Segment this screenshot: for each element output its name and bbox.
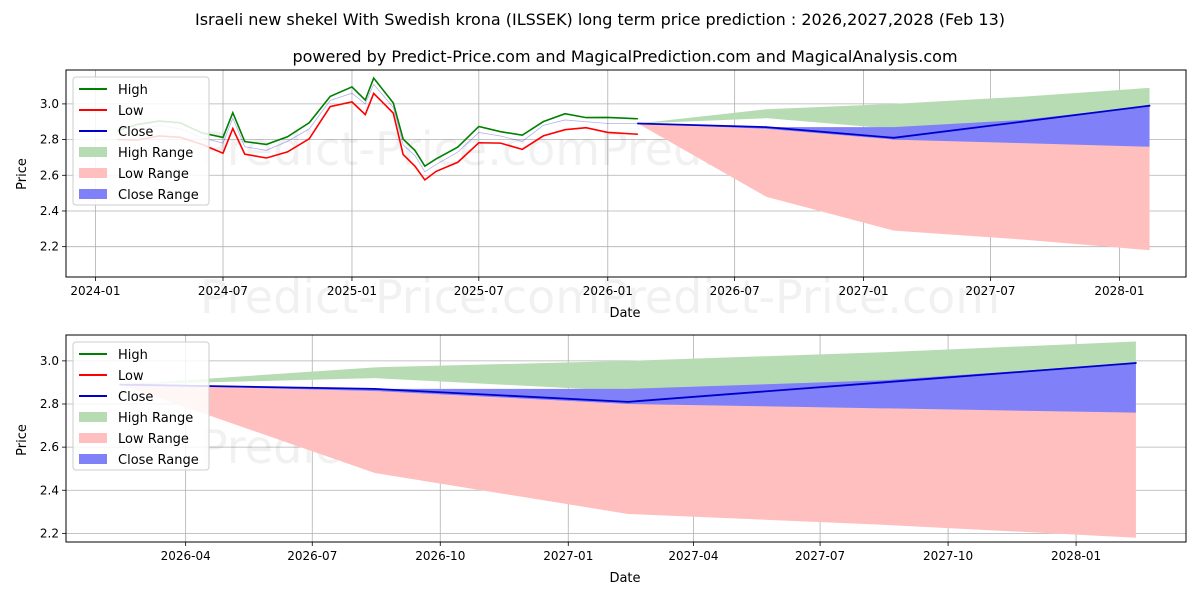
legend-label-high: High [118,83,148,98]
legend-swatch-low-range [79,168,107,178]
x-tick-label: 2026-10 [415,549,465,563]
legend-label-close-range: Close Range [118,188,199,203]
high-line [116,76,638,168]
x-tick-label: 2028-01 [1094,284,1144,298]
top-legend: High Low Close High Range Low Range Close Ran… [72,76,210,206]
legend-label-low: Low [118,369,144,384]
legend-label-low-range: Low Range [118,432,189,447]
legend-swatch-high-range [79,147,107,157]
legend-label-low-range: Low Range [118,167,189,182]
x-tick-label: 2026-04 [161,549,211,563]
forecast-close-point [1148,104,1151,107]
forecast-close-point [1135,362,1137,364]
high-range-band [120,341,1136,392]
legend-swatch-close-range [79,189,107,199]
y-tick-label: 2.2 [40,526,59,540]
watermark-left: Predict-Price.com [200,122,600,176]
x-tick-label: 2025-07 [454,284,504,298]
forecast-close-point [373,388,376,390]
x-tick-label: 2025-01 [327,284,377,298]
bottom-x-axis-label: Date [609,571,640,586]
forecast-close-point [881,381,884,384]
y-tick-label: 2.6 [40,440,59,454]
x-tick-label: 2027-01 [839,284,889,298]
x-tick-label: 2028-01 [1051,549,1101,563]
x-tick-label: 2027-01 [543,549,593,563]
close-range-band [120,363,1136,413]
y-tick-label: 3.0 [40,354,59,368]
forecast-close-point [892,136,895,139]
bottom-legend: High Low Close High Range Low Range Close Ran… [72,341,210,471]
high-range-band [637,87,1150,129]
legend-label-close: Close [118,125,153,140]
historical-close-line [117,83,638,173]
low-line [117,91,638,182]
bottom-y-axis-label: Price [15,424,30,456]
x-tick-label: 2027-04 [668,549,718,563]
x-tick-label: 2027-10 [923,549,973,563]
top-plot-frame [65,69,1187,278]
chart-title: Israeli new shekel With Swedish krona (I… [195,10,1005,29]
watermark-lower-right: Predict-Price.com [600,270,1000,324]
y-tick-label: 2.2 [40,240,59,254]
forecast-close-point [1021,120,1023,123]
top-plot-panel: Predict-Price.com Predict-Price.com Pred… [15,69,1187,324]
low-range-band [120,384,1136,538]
x-tick-label: 2026-07 [710,284,760,298]
legend-swatch-close-range [79,454,107,464]
legend-label-high-range: High Range [118,411,193,426]
forecast-close-point [637,122,639,125]
low-range-band [637,123,1150,251]
x-tick-label: 2026-01 [583,284,633,298]
y-tick-label: 2.8 [40,397,59,411]
x-tick-label: 2024-01 [70,284,120,298]
top-y-axis-label: Price [15,158,30,190]
x-tick-label: 2024-07 [198,284,248,298]
y-tick-label: 2.4 [40,483,59,497]
legend-label-low: Low [118,104,144,119]
legend-label-high: High [118,348,148,363]
legend-label-high-range: High Range [118,146,193,161]
x-tick-label: 2026-07 [287,549,337,563]
watermark-lower-left: Predict-Price.com [200,270,600,324]
bottom-plot-panel: Predict-Price.com Predict-Price.com 2026… [15,334,1187,586]
forecast-close-point [765,126,768,129]
y-tick-label: 2.4 [40,204,59,218]
legend-swatch-low-range [79,433,107,443]
legend-label-close-range: Close Range [118,453,199,468]
legend-label-close: Close [118,390,153,405]
close-range-band [637,105,1150,147]
x-tick-label: 2027-07 [965,284,1015,298]
x-tick-label: 2027-07 [795,549,845,563]
y-tick-label: 3.0 [40,97,59,111]
top-x-axis-label: Date [609,306,640,321]
chart-subtitle: powered by Predict-Price.com and Magical… [292,47,957,66]
bottom-plot-frame [65,334,1187,543]
forecast-close-point [627,400,629,403]
y-tick-label: 2.8 [40,133,59,147]
y-tick-label: 2.6 [40,168,59,182]
legend-swatch-high-range [79,412,107,422]
